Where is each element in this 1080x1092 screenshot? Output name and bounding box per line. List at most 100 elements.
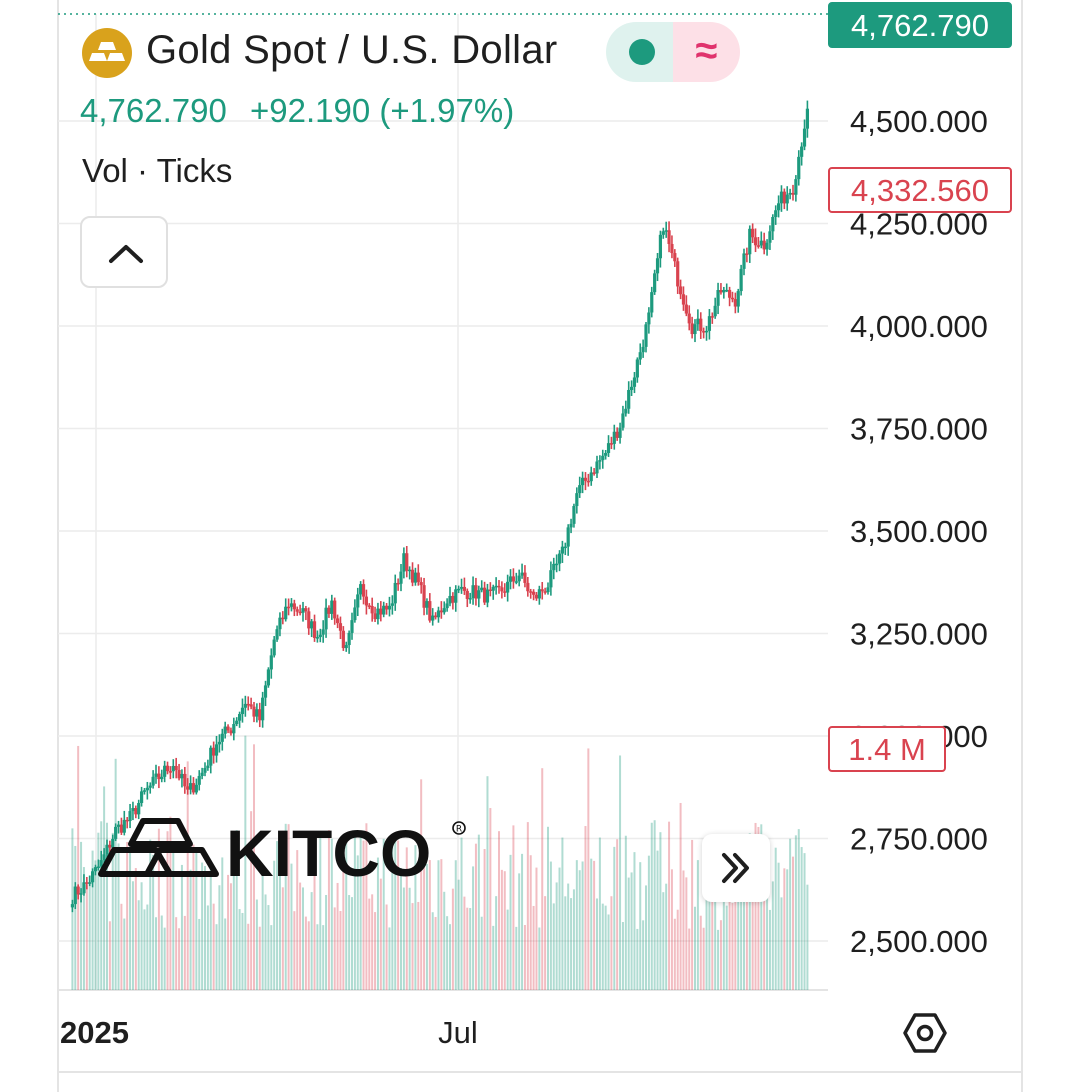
volume-bar: [100, 821, 103, 990]
candle: [465, 588, 469, 608]
candle-body: [137, 803, 141, 815]
candle: [255, 703, 259, 723]
candle: [765, 239, 769, 256]
volume-bar: [258, 926, 261, 990]
volume-bar: [255, 899, 258, 990]
candle: [347, 630, 351, 654]
candle-body: [209, 747, 213, 766]
candle-body: [477, 590, 481, 599]
volume-bar: [368, 898, 371, 990]
volume-bar: [500, 869, 503, 990]
volume-tag: 1.4 M: [828, 726, 946, 772]
settings-button[interactable]: [902, 1010, 948, 1056]
volume-bar: [425, 863, 428, 990]
candle: [684, 295, 688, 317]
candle: [727, 286, 732, 307]
tag-layer: 4,762.790 4,332.560 1.4 M: [828, 2, 1012, 772]
volume-bar: [745, 885, 748, 990]
candle: [583, 472, 588, 491]
candle-body: [785, 194, 789, 204]
candle: [76, 884, 80, 900]
volume-bar: [446, 916, 449, 990]
candle-body: [681, 294, 686, 305]
candle-body: [157, 773, 161, 780]
candle: [263, 680, 268, 707]
candle: [226, 724, 230, 734]
candle-body: [739, 268, 743, 292]
volume-bar: [284, 823, 287, 990]
volume-bar: [676, 909, 679, 990]
candle-body: [266, 669, 271, 686]
candle-body: [604, 452, 608, 456]
live-toggle[interactable]: [606, 22, 673, 82]
candle: [488, 582, 492, 597]
candle: [258, 702, 262, 728]
volume-bar: [313, 859, 316, 990]
volume-bar: [578, 870, 581, 990]
volume-bar: [748, 833, 751, 990]
candle: [88, 875, 92, 887]
candle: [733, 292, 737, 314]
symbol-title[interactable]: Gold Spot / U.S. Dollar: [146, 28, 558, 72]
approx-wave-icon[interactable]: ≈: [673, 22, 740, 82]
volume-bar: [82, 867, 85, 990]
candle-body: [396, 582, 400, 585]
volume-bar: [276, 841, 279, 990]
volume-bar: [757, 826, 760, 990]
candle: [555, 554, 559, 573]
collapse-legend-button[interactable]: [80, 216, 168, 288]
candle: [188, 775, 193, 795]
candle-body: [261, 697, 265, 721]
volume-bar: [656, 850, 659, 990]
volume-bar: [567, 883, 570, 990]
candle: [485, 583, 490, 608]
candle: [151, 770, 155, 789]
candle: [312, 614, 317, 642]
candle-body: [180, 773, 184, 779]
candle-body: [546, 587, 550, 593]
candle: [658, 230, 663, 268]
volume-bar: [650, 822, 653, 990]
candle: [736, 288, 740, 313]
candle-body: [134, 808, 138, 815]
scroll-to-realtime-button[interactable]: [702, 834, 770, 902]
candle-body: [281, 617, 285, 620]
volume-bar: [218, 885, 221, 990]
last-price-tag: 4,762.790: [828, 2, 1012, 48]
candle-body: [500, 587, 504, 592]
candle-body: [462, 586, 467, 591]
candle-body: [111, 838, 115, 848]
candle-body: [232, 724, 236, 734]
candle: [93, 864, 98, 876]
volume-bar: [725, 905, 728, 990]
volume-bar: [342, 847, 345, 990]
candle: [367, 603, 371, 610]
volume-bar: [633, 852, 636, 990]
volume-bar: [783, 868, 786, 990]
volume-bar: [304, 916, 307, 990]
candle: [85, 876, 89, 890]
volume-bar: [353, 833, 356, 990]
volume-legend[interactable]: Vol · Ticks: [82, 152, 233, 189]
candle-body: [595, 461, 599, 474]
candle: [154, 764, 158, 784]
candle-body: [85, 882, 89, 884]
volume-bar: [238, 909, 241, 990]
candle: [543, 587, 547, 595]
candle: [482, 581, 487, 605]
candle-body: [186, 786, 190, 790]
y-tick-label: 2,750.000: [850, 822, 988, 857]
volume-bar: [212, 903, 215, 990]
candle-body: [439, 610, 443, 613]
candle: [114, 823, 118, 842]
candle-body: [482, 587, 487, 603]
volume-bar: [544, 896, 547, 990]
volume-bar: [792, 856, 794, 990]
candle-body: [116, 824, 121, 827]
volume-bar: [630, 872, 633, 990]
volume-bar: [587, 748, 590, 990]
candle: [719, 283, 723, 295]
candle-body: [148, 785, 152, 788]
candle: [696, 309, 700, 331]
